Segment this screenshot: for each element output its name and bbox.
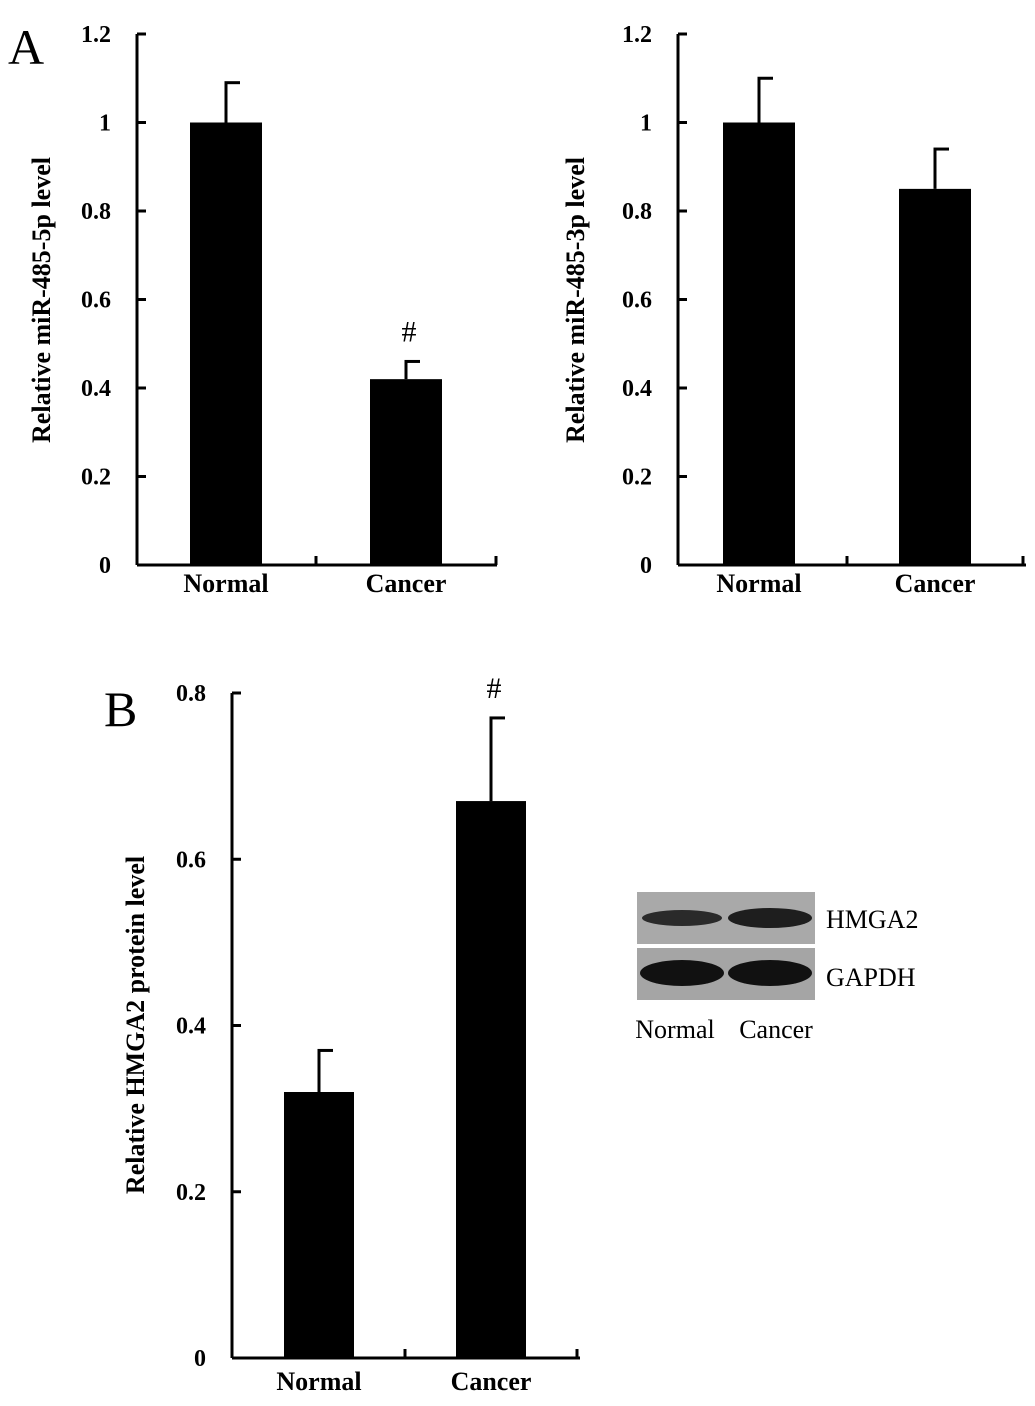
band-hmga2-cancer <box>728 908 812 928</box>
bar-cancer <box>456 801 526 1358</box>
y-tick-label: 0.8 <box>622 199 652 225</box>
category-label-cancer: Cancer <box>895 569 976 598</box>
y-tick-label: 0.4 <box>176 1014 206 1040</box>
y-tick-label: 0.6 <box>622 288 652 314</box>
chart-mir-485-5p: 0 0.2 0.4 0.6 0.8 1 1.2 Normal # Cancer Relative m… <box>27 22 498 598</box>
chart-hmga2-protein: 0 0.2 0.4 0.6 0.8 Normal # Cancer Relative HMGA2… <box>121 672 580 1396</box>
y-tick-label: 1 <box>99 111 111 137</box>
blot-row-label-hmga2: HMGA2 <box>826 905 918 934</box>
chart-mir-485-3p: 0 0.2 0.4 0.6 0.8 1 1.2 Normal Cancer Relative mi… <box>561 22 1026 598</box>
blot-lane-label-cancer: Cancer <box>739 1015 813 1044</box>
category-label-cancer: Cancer <box>451 1367 532 1396</box>
y-tick-label: 0.6 <box>176 847 206 873</box>
blot-lane-label-normal: Normal <box>635 1015 714 1044</box>
band-hmga2-normal <box>642 910 722 926</box>
y-tick-label: 0.4 <box>81 376 111 402</box>
y-axis-label: Relative HMGA2 protein level <box>121 856 150 1194</box>
y-tick-label: 1.2 <box>622 22 652 48</box>
bar-normal <box>284 1092 354 1358</box>
bar-cancer <box>899 188 971 565</box>
y-tick-label: 0.4 <box>622 376 652 402</box>
y-tick-label: 1 <box>640 111 652 137</box>
y-tick-label: 0 <box>194 1346 206 1372</box>
bar-normal <box>190 122 262 565</box>
y-tick-label: 1.2 <box>81 22 111 48</box>
significance-marker: # <box>402 315 417 348</box>
category-label-normal: Normal <box>716 569 801 598</box>
band-gapdh-normal <box>640 960 724 986</box>
bar-cancer <box>370 379 442 565</box>
y-axis-label: Relative miR-485-5p level <box>27 157 56 443</box>
category-label-normal: Normal <box>183 569 268 598</box>
band-gapdh-cancer <box>728 960 812 986</box>
y-tick-label: 0.2 <box>176 1180 206 1206</box>
panel-label-b: B <box>104 681 137 737</box>
y-tick-label: 0.8 <box>176 681 206 707</box>
y-tick-label: 0.2 <box>81 465 111 491</box>
y-tick-label: 0 <box>99 553 111 579</box>
category-label-normal: Normal <box>276 1367 361 1396</box>
blot-row-label-gapdh: GAPDH <box>826 963 916 992</box>
western-blot: HMGA2 GAPDH Normal Cancer <box>635 892 918 1044</box>
bar-normal <box>723 122 795 565</box>
y-tick-label: 0.2 <box>622 465 652 491</box>
panel-label-a: A <box>8 19 44 75</box>
category-label-cancer: Cancer <box>366 569 447 598</box>
y-tick-label: 0.6 <box>81 288 111 314</box>
y-tick-label: 0 <box>640 553 652 579</box>
blot-separator <box>637 944 815 948</box>
y-tick-label: 0.8 <box>81 199 111 225</box>
y-axis-label: Relative miR-485-3p level <box>561 157 590 443</box>
significance-marker: # <box>487 672 502 705</box>
